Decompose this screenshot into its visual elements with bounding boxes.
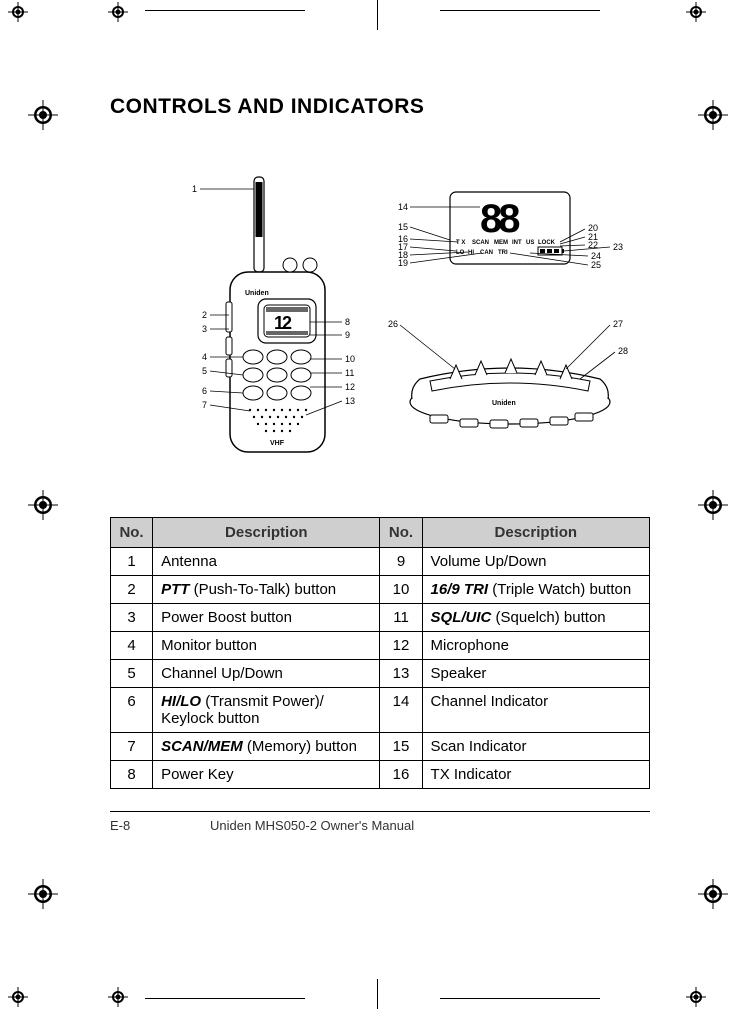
svg-text:4: 4 bbox=[202, 352, 207, 362]
svg-text:12: 12 bbox=[274, 313, 292, 333]
reg-mark-icon bbox=[108, 987, 128, 1007]
col-no: No. bbox=[111, 518, 153, 548]
reg-mark-icon bbox=[28, 490, 58, 520]
svg-text:13: 13 bbox=[345, 396, 355, 406]
crop-line bbox=[377, 979, 378, 1009]
svg-text:19: 19 bbox=[398, 258, 408, 268]
svg-text:5: 5 bbox=[202, 366, 207, 376]
crop-line bbox=[377, 0, 378, 30]
svg-text:26: 26 bbox=[388, 319, 398, 329]
svg-text:12: 12 bbox=[345, 382, 355, 392]
crop-line bbox=[440, 998, 600, 999]
table-row: 2 PTT (Push-To-Talk) button 10 16/9 TRI … bbox=[111, 576, 650, 604]
svg-text:LOCK: LOCK bbox=[538, 240, 556, 246]
svg-text:2: 2 bbox=[202, 310, 207, 320]
svg-text:11: 11 bbox=[345, 368, 354, 378]
svg-text:MEM: MEM bbox=[494, 240, 508, 246]
svg-text:8: 8 bbox=[345, 317, 350, 327]
table-row: 7 SCAN/MEM (Memory) button 15 Scan Indic… bbox=[111, 733, 650, 761]
reg-mark-icon bbox=[28, 100, 58, 130]
radio-illustration: Uniden 12 bbox=[226, 177, 325, 452]
controls-table: No. Description No. Description 1 Antenn… bbox=[110, 517, 650, 789]
svg-text:22: 22 bbox=[588, 240, 598, 250]
page-number: E-8 bbox=[110, 818, 210, 833]
reg-mark-icon bbox=[698, 879, 728, 909]
svg-text:LO: LO bbox=[456, 250, 465, 256]
controls-diagram: Uniden 12 bbox=[110, 147, 650, 487]
reg-mark-icon bbox=[8, 2, 28, 22]
manual-title: Uniden MHS050-2 Owner's Manual bbox=[210, 818, 414, 833]
crop-line bbox=[145, 998, 305, 999]
svg-text:23: 23 bbox=[613, 242, 623, 252]
charger-base: Uniden bbox=[410, 359, 610, 428]
page-title: CONTROLS AND INDICATORS bbox=[110, 95, 650, 119]
col-no: No. bbox=[380, 518, 422, 548]
svg-text:27: 27 bbox=[613, 319, 623, 329]
crop-line bbox=[145, 10, 305, 11]
svg-text:14: 14 bbox=[398, 202, 408, 212]
svg-text:SCAN: SCAN bbox=[472, 240, 489, 246]
col-desc: Description bbox=[422, 518, 649, 548]
table-row: 5 Channel Up/Down 13 Speaker bbox=[111, 660, 650, 688]
svg-text:28: 28 bbox=[618, 346, 628, 356]
svg-text:3: 3 bbox=[202, 324, 207, 334]
svg-text:Uniden: Uniden bbox=[492, 400, 516, 407]
svg-text:VHF: VHF bbox=[270, 440, 285, 447]
col-desc: Description bbox=[153, 518, 380, 548]
reg-mark-icon bbox=[28, 879, 58, 909]
reg-mark-icon bbox=[108, 2, 128, 22]
svg-text:TRI: TRI bbox=[498, 250, 508, 256]
svg-text:25: 25 bbox=[591, 260, 601, 270]
table-row: 4 Monitor button 12 Microphone bbox=[111, 632, 650, 660]
svg-text:Uniden: Uniden bbox=[245, 290, 269, 297]
reg-mark-icon bbox=[698, 100, 728, 130]
svg-text:US: US bbox=[526, 240, 534, 246]
table-row: 8 Power Key 16 TX Indicator bbox=[111, 761, 650, 789]
svg-text:7: 7 bbox=[202, 400, 207, 410]
svg-text:INT: INT bbox=[512, 240, 522, 246]
reg-mark-icon bbox=[686, 2, 706, 22]
svg-text:9: 9 bbox=[345, 330, 350, 340]
svg-text:1: 1 bbox=[192, 184, 197, 194]
table-row: 6 HI/LO (Transmit Power)/ Keylock button… bbox=[111, 688, 650, 733]
page-footer: E-8 Uniden MHS050-2 Owner's Manual bbox=[110, 811, 650, 833]
table-row: 3 Power Boost button 11 SQL/UIC (Squelch… bbox=[111, 604, 650, 632]
reg-mark-icon bbox=[686, 987, 706, 1007]
svg-text:88: 88 bbox=[480, 197, 520, 241]
reg-mark-icon bbox=[8, 987, 28, 1007]
svg-text:6: 6 bbox=[202, 386, 207, 396]
table-header-row: No. Description No. Description bbox=[111, 518, 650, 548]
svg-text:T X: T X bbox=[456, 240, 465, 246]
reg-mark-icon bbox=[698, 490, 728, 520]
svg-text:10: 10 bbox=[345, 354, 355, 364]
table-row: 1 Antenna 9 Volume Up/Down bbox=[111, 548, 650, 576]
crop-line bbox=[440, 10, 600, 11]
svg-text:15: 15 bbox=[398, 222, 408, 232]
